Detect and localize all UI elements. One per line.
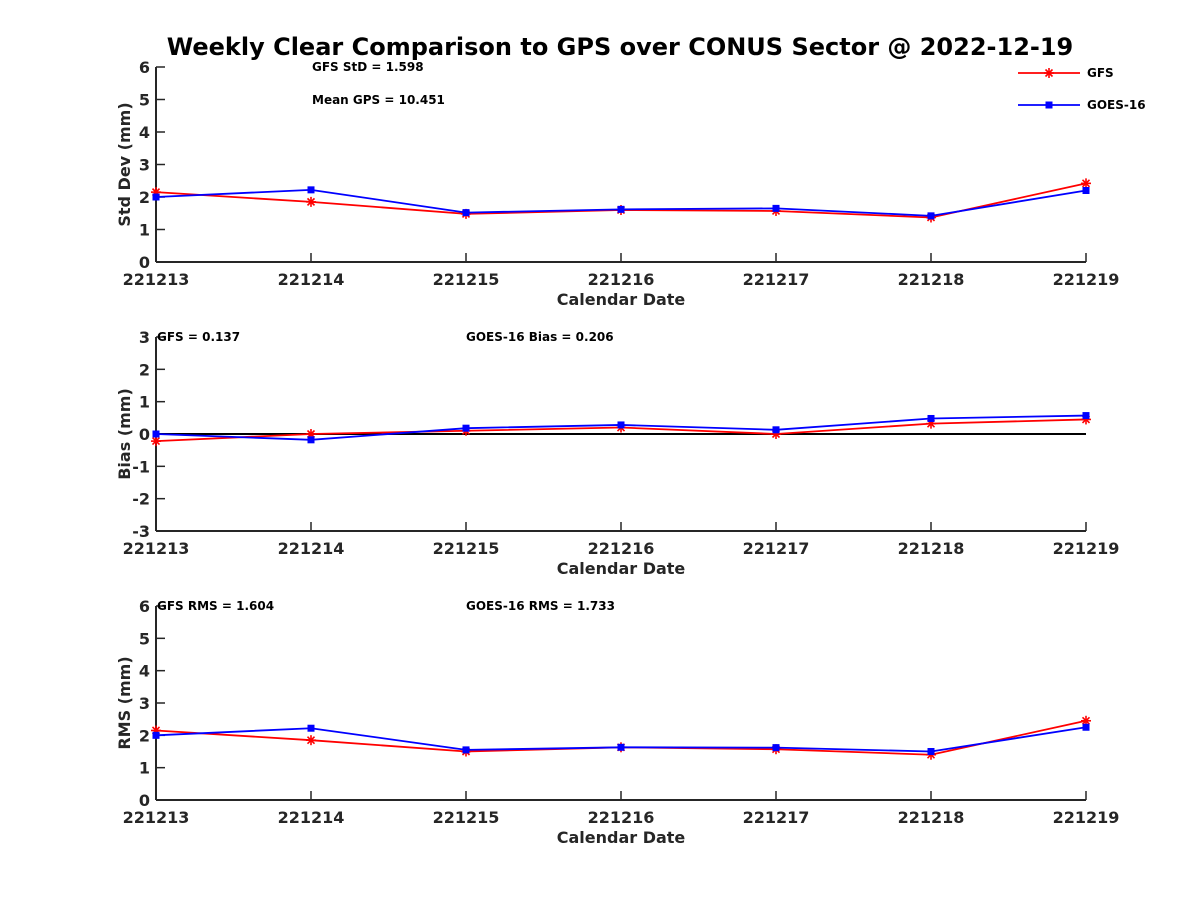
legend: GFS GOES-16	[1018, 66, 1146, 112]
data-point-gfs	[151, 436, 161, 447]
legend-item-gfs: GFS	[1018, 66, 1114, 80]
chart-title: Weekly Clear Comparison to GPS over CONU…	[167, 33, 1074, 61]
data-point-goes16	[1082, 412, 1090, 420]
annotation-text: GFS RMS = 1.604	[157, 599, 274, 613]
x-tick-label: 221213	[123, 539, 190, 558]
panel-3: 0 1 2 3 4 5 6 221213 221214 221215 221216 221217 221…	[115, 597, 1119, 847]
y-tick-label: 3	[139, 328, 150, 347]
x-tick-label: 221216	[588, 539, 655, 558]
x-tick-label: 221216	[588, 808, 655, 827]
annotation-text: Mean GPS = 10.451	[312, 93, 445, 107]
data-point-goes16	[772, 204, 780, 212]
data-point-goes16	[462, 424, 470, 432]
y-tick-label: 1	[139, 221, 150, 240]
x-tick-label: 221217	[743, 539, 810, 558]
y-tick-label: 2	[139, 360, 150, 379]
annotation-text: GOES-16 Bias = 0.206	[466, 330, 614, 344]
data-point-goes16	[152, 731, 160, 739]
legend-marker-gfs	[1044, 68, 1054, 78]
x-tick-label: 221216	[588, 270, 655, 289]
y-tick-label: 0	[139, 253, 150, 272]
data-point-gfs	[1081, 715, 1091, 726]
y-tick-label: 0	[139, 791, 150, 810]
annotation-text: GOES-16 RMS = 1.733	[466, 599, 615, 613]
y-tick-label: 2	[139, 188, 150, 207]
y-tick-label: 1	[139, 393, 150, 412]
x-tick-label: 221218	[898, 808, 965, 827]
data-point-goes16	[1082, 723, 1090, 731]
data-point-goes16	[927, 414, 935, 422]
x-tick-label: 221219	[1053, 808, 1120, 827]
data-point-goes16	[617, 205, 625, 213]
data-point-goes16	[307, 436, 315, 444]
panel-2: -3 -2 -1 0 1 2 3 221213 221214 221215 221216 221217…	[115, 328, 1119, 578]
y-tick-label: -3	[132, 522, 150, 541]
x-tick-label: 221215	[433, 808, 500, 827]
x-tick-label: 221218	[898, 539, 965, 558]
data-point-goes16	[462, 746, 470, 754]
data-point-gfs	[306, 196, 316, 207]
y-axis-label: Std Dev (mm)	[115, 102, 134, 226]
data-point-goes16	[772, 426, 780, 434]
y-tick-label: 5	[139, 629, 150, 648]
y-tick-label: 3	[139, 156, 150, 175]
x-tick-label: 221218	[898, 270, 965, 289]
y-tick-label: -2	[132, 490, 150, 509]
data-point-gfs	[1081, 178, 1091, 189]
x-tick-label: 221219	[1053, 270, 1120, 289]
x-tick-label: 221215	[433, 539, 500, 558]
y-tick-label: 5	[139, 91, 150, 110]
data-point-goes16	[152, 193, 160, 201]
x-axis-label: Calendar Date	[557, 290, 686, 309]
data-point-goes16	[927, 748, 935, 755]
legend-marker-goes16	[1045, 101, 1053, 109]
y-tick-label: 6	[139, 58, 150, 77]
x-tick-label: 221217	[743, 808, 810, 827]
legend-label-gfs: GFS	[1087, 66, 1114, 80]
data-point-goes16	[1082, 187, 1090, 194]
x-tick-label: 221217	[743, 270, 810, 289]
x-tick-label: 221214	[278, 270, 345, 289]
legend-item-goes16: GOES-16	[1018, 98, 1146, 112]
x-tick-label: 221213	[123, 808, 190, 827]
y-axis-label: RMS (mm)	[115, 656, 134, 749]
data-point-goes16	[772, 744, 780, 752]
y-tick-label: 3	[139, 694, 150, 713]
data-point-goes16	[462, 209, 470, 217]
x-tick-label: 221214	[278, 808, 345, 827]
annotation-text: GFS = 0.137	[157, 330, 240, 344]
y-tick-label: 6	[139, 597, 150, 616]
legend-label-goes16: GOES-16	[1087, 98, 1146, 112]
data-point-gfs	[306, 735, 316, 746]
data-point-goes16	[307, 724, 315, 732]
y-tick-label: 0	[139, 425, 150, 444]
y-tick-label: -1	[132, 457, 150, 476]
y-tick-label: 2	[139, 726, 150, 745]
data-point-goes16	[927, 212, 935, 220]
data-point-goes16	[617, 421, 625, 429]
annotation-text: GFS StD = 1.598	[312, 60, 424, 74]
data-point-goes16	[617, 743, 625, 751]
x-axis-label: Calendar Date	[557, 828, 686, 847]
y-tick-label: 4	[139, 123, 150, 142]
y-tick-label: 1	[139, 759, 150, 778]
x-axis-label: Calendar Date	[557, 559, 686, 578]
panel-1: 0 1 2 3 4 5 6 221213 221214 221215 221216 221217 221…	[115, 58, 1119, 309]
data-point-goes16	[307, 186, 315, 194]
y-axis-label: Bias (mm)	[115, 388, 134, 480]
x-tick-label: 221214	[278, 539, 345, 558]
x-tick-label: 221219	[1053, 539, 1120, 558]
x-tick-label: 221215	[433, 270, 500, 289]
x-tick-label: 221213	[123, 270, 190, 289]
y-tick-label: 4	[139, 662, 150, 681]
data-point-goes16	[152, 430, 160, 438]
